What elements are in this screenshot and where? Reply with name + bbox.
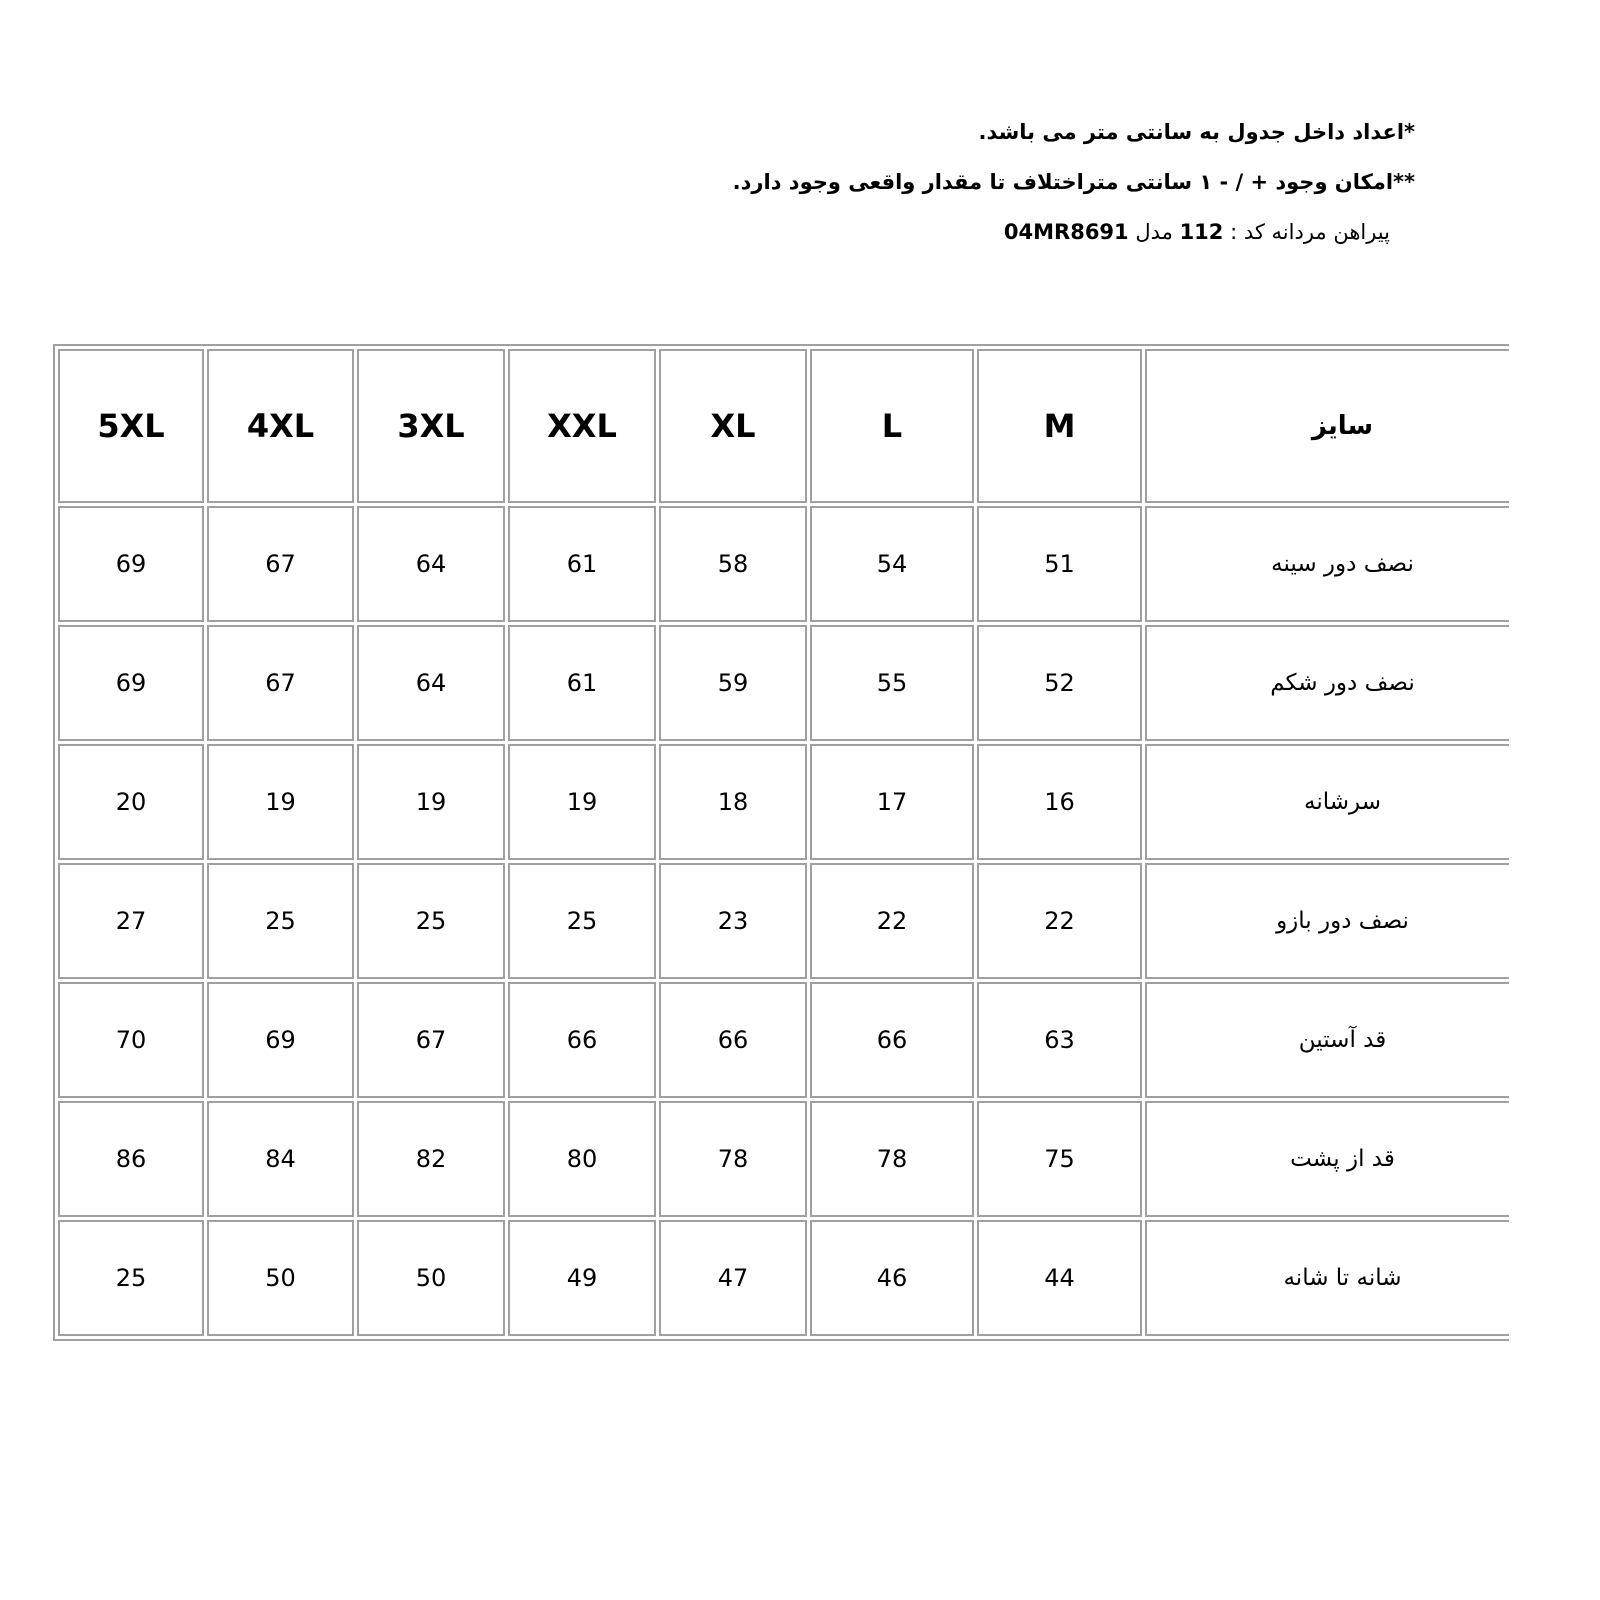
size-header: XXL	[508, 349, 656, 503]
measurement-cell: 19	[357, 744, 505, 860]
measurement-cell: 25	[508, 863, 656, 979]
table-row: 27 25 25 25 23 22 22 نصف دور بازو	[58, 863, 1509, 979]
measurement-cell: 67	[207, 625, 354, 741]
table-row: 20 19 19 19 18 17 16 سرشانه	[58, 744, 1509, 860]
measurement-cell: 25	[357, 863, 505, 979]
measurement-cell: 69	[58, 625, 204, 741]
measurement-cell: 25	[207, 863, 354, 979]
measurement-cell: 59	[659, 625, 807, 741]
measurement-label: قد از پشت	[1145, 1101, 1509, 1217]
measurement-cell: 66	[508, 982, 656, 1098]
measurement-label: نصف دور بازو	[1145, 863, 1509, 979]
size-header: 3XL	[357, 349, 505, 503]
measurement-cell: 67	[357, 982, 505, 1098]
measurement-cell: 19	[207, 744, 354, 860]
measurement-cell: 44	[977, 1220, 1142, 1336]
measurement-label: سرشانه	[1145, 744, 1509, 860]
measurement-cell: 16	[977, 744, 1142, 860]
measurement-cell: 69	[207, 982, 354, 1098]
measurement-cell: 64	[357, 625, 505, 741]
measurement-cell: 17	[810, 744, 974, 860]
measurement-cell: 78	[810, 1101, 974, 1217]
measurement-cell: 78	[659, 1101, 807, 1217]
measurement-cell: 27	[58, 863, 204, 979]
measurement-cell: 75	[977, 1101, 1142, 1217]
measurement-cell: 18	[659, 744, 807, 860]
measurement-cell: 50	[207, 1220, 354, 1336]
note-units: *اعداد داخل جدول به سانتی متر می باشد.	[978, 120, 1415, 144]
measurement-cell: 51	[977, 506, 1142, 622]
measurement-cell: 47	[659, 1220, 807, 1336]
size-header: XL	[659, 349, 807, 503]
measurement-cell: 82	[357, 1101, 505, 1217]
notes: *اعداد داخل جدول به سانتی متر می باشد. *…	[733, 112, 1415, 262]
measurement-cell: 66	[659, 982, 807, 1098]
measurement-cell: 63	[977, 982, 1142, 1098]
measurement-cell: 67	[207, 506, 354, 622]
size-header: 5XL	[58, 349, 204, 503]
measurement-label: نصف دور سینه	[1145, 506, 1509, 622]
table-row: 69 67 64 61 59 55 52 نصف دور شکم	[58, 625, 1509, 741]
measurement-label: شانه تا شانه	[1145, 1220, 1509, 1336]
table-row: 86 84 82 80 78 78 75 قد از پشت	[58, 1101, 1509, 1217]
measurement-cell: 66	[810, 982, 974, 1098]
measurement-cell: 61	[508, 506, 656, 622]
note-tolerance: **امکان وجود + / - ۱ سانتی متراختلاف تا …	[732, 170, 1415, 194]
product-info: پیراهن مردانه کد : 112 مدل 04MR8691	[733, 212, 1390, 262]
measurement-cell: 46	[810, 1220, 974, 1336]
size-table: 5XL 4XL 3XL XXL XL L M سایز 69 67 64 61 58 54 51 نصف دو…	[53, 344, 1509, 1341]
size-header: 4XL	[207, 349, 354, 503]
measurement-cell: 55	[810, 625, 974, 741]
measurement-cell: 19	[508, 744, 656, 860]
measurement-cell: 50	[357, 1220, 505, 1336]
measurement-label: نصف دور شکم	[1145, 625, 1509, 741]
header-row: 5XL 4XL 3XL XXL XL L M سایز	[58, 349, 1509, 503]
measurement-cell: 22	[977, 863, 1142, 979]
measurement-label: قد آستین	[1145, 982, 1509, 1098]
measurement-cell: 80	[508, 1101, 656, 1217]
size-label-header: سایز	[1145, 349, 1509, 503]
measurement-cell: 20	[58, 744, 204, 860]
table-row: 25 50 50 49 47 46 44 شانه تا شانه	[58, 1220, 1509, 1336]
measurement-cell: 23	[659, 863, 807, 979]
measurement-cell: 70	[58, 982, 204, 1098]
model-label: مدل	[1128, 220, 1180, 244]
measurement-cell: 49	[508, 1220, 656, 1336]
measurement-cell: 52	[977, 625, 1142, 741]
measurement-cell: 22	[810, 863, 974, 979]
measurement-cell: 25	[58, 1220, 204, 1336]
measurement-cell: 86	[58, 1101, 204, 1217]
size-header: L	[810, 349, 974, 503]
measurement-cell: 58	[659, 506, 807, 622]
measurement-cell: 84	[207, 1101, 354, 1217]
measurement-cell: 54	[810, 506, 974, 622]
product-prefix: پیراهن مردانه کد :	[1223, 220, 1390, 244]
table-row: 69 67 64 61 58 54 51 نصف دور سینه	[58, 506, 1509, 622]
measurement-cell: 69	[58, 506, 204, 622]
product-code: 112	[1179, 220, 1224, 244]
size-header: M	[977, 349, 1142, 503]
measurement-cell: 61	[508, 625, 656, 741]
table-row: 70 69 67 66 66 66 63 قد آستین	[58, 982, 1509, 1098]
model-number: 04MR8691	[1003, 220, 1129, 244]
measurement-cell: 64	[357, 506, 505, 622]
